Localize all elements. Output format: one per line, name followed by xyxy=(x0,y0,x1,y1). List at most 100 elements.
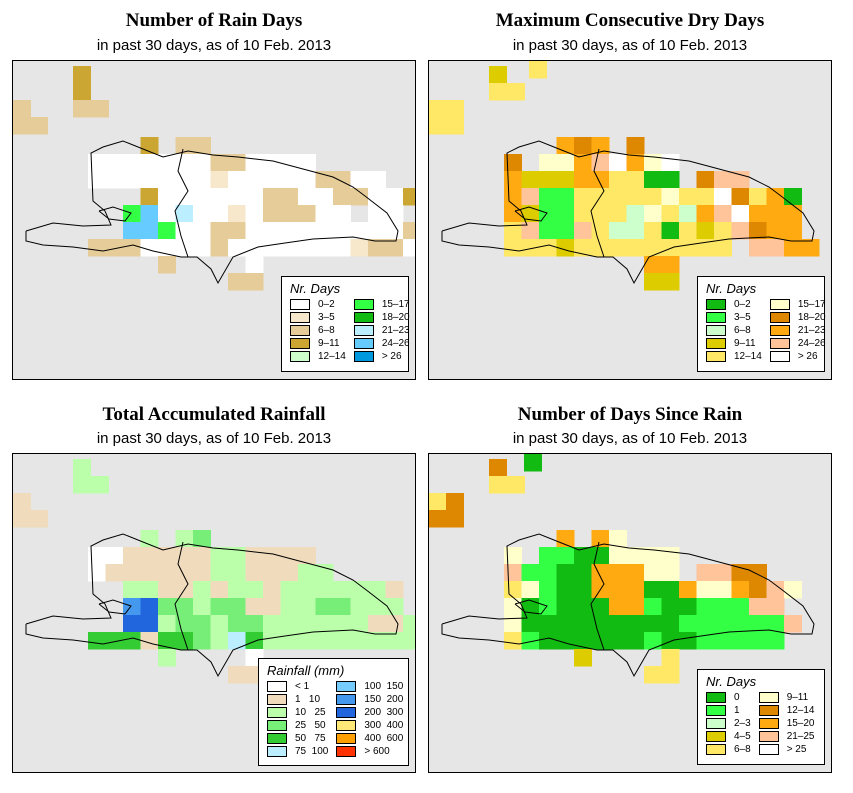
legend-swatch xyxy=(290,298,310,310)
grid-cell xyxy=(385,598,404,616)
map-legend: Nr. Days 0–2 3–5 6–8 9–11 12–14 15–17 18–20 21–2… xyxy=(281,276,410,372)
grid-cell xyxy=(626,171,645,189)
grid-cell xyxy=(140,615,159,633)
grid-cell xyxy=(280,222,299,240)
grid-cell xyxy=(158,581,176,599)
grid-cell xyxy=(714,188,732,206)
grid-cell xyxy=(539,547,557,565)
legend-label: 3–5 xyxy=(734,311,751,323)
grid-cell xyxy=(315,171,334,189)
grid-cell xyxy=(574,547,592,565)
grid-cell xyxy=(507,83,525,101)
grid-cell xyxy=(556,581,575,599)
grid-cell xyxy=(644,598,662,616)
grid-cell xyxy=(333,632,351,650)
legend-swatch xyxy=(769,298,790,310)
grid-cell xyxy=(556,154,575,172)
legend-label: < 1 xyxy=(295,680,310,692)
legend-label: 15–20 xyxy=(786,717,815,729)
subtitle-dry-days: in past 30 days, as of 10 Feb. 2013 xyxy=(512,37,748,54)
legend-item: 300 400 xyxy=(336,719,403,731)
grid-cell xyxy=(731,598,750,616)
legend-label: 1 xyxy=(734,704,740,716)
grid-cell xyxy=(193,547,211,565)
legend-item: 21–23 xyxy=(769,324,826,336)
legend-item: 21–23 xyxy=(353,324,410,336)
legend-swatch xyxy=(267,745,287,757)
grid-cell xyxy=(13,493,31,511)
grid-cell xyxy=(609,222,627,240)
grid-cell xyxy=(193,598,211,616)
legend-label: 50 75 xyxy=(295,732,326,744)
grid-cell xyxy=(696,564,715,582)
grid-cell xyxy=(661,256,680,274)
grid-cell xyxy=(609,171,627,189)
grid-cell xyxy=(228,239,246,257)
grid-cell xyxy=(591,615,610,633)
grid-cell xyxy=(105,547,124,565)
grid-cell xyxy=(228,188,246,206)
grid-cell xyxy=(263,632,281,650)
grid-cell xyxy=(123,171,141,189)
legend-label: 12–14 xyxy=(318,350,346,362)
subtitle-days-since-rain: in past 30 days, as of 10 Feb. 2013 xyxy=(512,430,748,447)
legend-swatch xyxy=(706,298,726,310)
grid-cell xyxy=(591,154,610,172)
legend-item: 12–14 xyxy=(290,350,346,362)
legend-label: 15–17 xyxy=(797,298,826,310)
grid-cell xyxy=(661,547,680,565)
grid-cell xyxy=(333,598,351,616)
legend-item: 0–2 xyxy=(290,298,346,310)
grid-cell xyxy=(574,615,592,633)
grid-cell xyxy=(521,632,540,650)
legend-swatch xyxy=(336,706,357,718)
grid-cell xyxy=(105,632,124,650)
legend-label: 18–20 xyxy=(381,311,410,323)
grid-cell xyxy=(504,171,522,189)
grid-cell xyxy=(679,239,697,257)
grid-cell xyxy=(766,239,785,257)
grid-cell xyxy=(193,137,211,155)
legend-label: 9–11 xyxy=(734,337,756,349)
grid-cell xyxy=(368,632,386,650)
grid-cell xyxy=(385,581,404,599)
map-legend: Nr. Days 0 1 2–3 4–5 6–8 9–11 12–14 15–20 21–25 > … xyxy=(697,669,825,765)
legend-swatch xyxy=(706,730,726,742)
grid-cell xyxy=(315,632,334,650)
grid-cell xyxy=(714,205,732,223)
grid-cell xyxy=(245,581,264,599)
grid-cell xyxy=(556,632,575,650)
grid-cell xyxy=(123,239,141,257)
grid-cell xyxy=(749,564,767,582)
legend-swatch xyxy=(267,706,287,718)
grid-cell xyxy=(679,581,697,599)
legend-item: 400 600 xyxy=(336,732,403,744)
legend-swatch xyxy=(353,350,374,362)
legend-swatch xyxy=(706,704,726,716)
grid-cell xyxy=(644,205,662,223)
legend-label: 6–8 xyxy=(734,743,751,755)
grid-cell xyxy=(644,239,662,257)
grid-cell xyxy=(333,581,351,599)
legend-item: 15–17 xyxy=(353,298,410,310)
grid-cell xyxy=(193,632,211,650)
grid-cell xyxy=(91,476,109,494)
gonave-island-outline xyxy=(514,599,548,615)
grid-cell xyxy=(626,137,645,155)
grid-cell xyxy=(73,83,91,101)
grid-cell xyxy=(591,598,610,616)
grid-cell xyxy=(245,239,264,257)
grid-cell xyxy=(574,171,592,189)
grid-cell xyxy=(609,615,627,633)
grid-cell xyxy=(73,100,91,118)
grid-cell xyxy=(784,581,802,599)
legend-label: 100 150 xyxy=(364,680,404,692)
grid-cell xyxy=(714,581,732,599)
grid-cell xyxy=(158,205,176,223)
legend-item: 0 xyxy=(706,691,751,703)
legend-label: > 26 xyxy=(797,350,818,362)
grid-cell xyxy=(315,222,334,240)
legend-label: 1 10 xyxy=(295,693,321,705)
legend-label: 4–5 xyxy=(734,730,751,742)
legend-label: 6–8 xyxy=(734,324,751,336)
